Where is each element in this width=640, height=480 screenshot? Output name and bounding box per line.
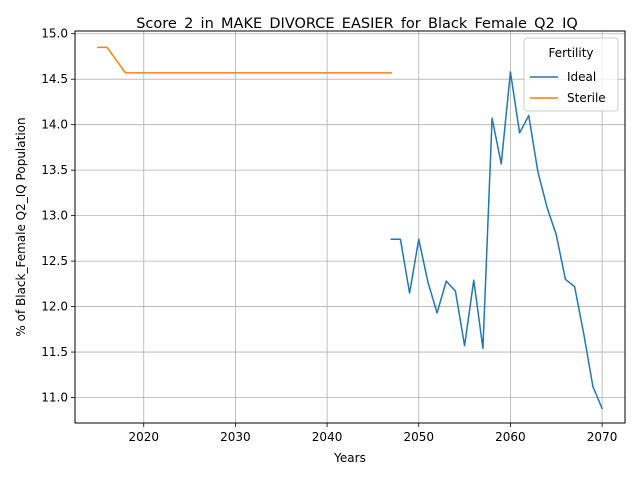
x-tick-label: 2060 xyxy=(495,430,526,444)
x-axis-label: Years xyxy=(333,451,366,465)
legend-box xyxy=(523,37,619,112)
x-tick-label: 2020 xyxy=(128,430,159,444)
y-axis: 11.0 11.5 12.0 12.5 13.0 13.5 14.0 14.5 15.0 xyxy=(41,27,75,405)
y-tick-label: 12.5 xyxy=(41,254,68,268)
x-tick-label: 2030 xyxy=(220,430,251,444)
series-line-ideal xyxy=(390,71,604,410)
y-axis-label: % of Black_Female Q2_IQ Population xyxy=(14,117,28,336)
legend: Fertility Ideal Sterile xyxy=(523,37,619,112)
x-axis: 2020 2030 2040 2050 2060 2070 xyxy=(128,423,617,444)
y-tick-label: 11.0 xyxy=(41,391,68,405)
axes-frame xyxy=(74,30,626,424)
y-tick-label: 11.5 xyxy=(41,345,68,359)
grid-lines xyxy=(75,31,625,423)
y-tick-label: 12.0 xyxy=(41,300,68,314)
y-tick-label: 13.0 xyxy=(41,209,68,223)
x-tick-label: 2040 xyxy=(312,430,343,444)
y-tick-label: 14.0 xyxy=(41,118,68,132)
series-lines xyxy=(97,46,604,410)
y-tick-label: 15.0 xyxy=(41,27,68,41)
legend-title: Fertility xyxy=(548,46,593,60)
chart-title: Score_2_in_MAKE_DIVORCE_EASIER_for_Black… xyxy=(136,16,578,32)
y-tick-label: 14.5 xyxy=(41,72,68,86)
y-tick-label: 13.5 xyxy=(41,163,68,177)
legend-sterile-label: Sterile xyxy=(567,91,606,105)
legend-ideal-label: Ideal xyxy=(567,70,596,84)
x-tick-label: 2070 xyxy=(587,430,618,444)
series-line-sterile xyxy=(97,46,392,74)
x-tick-label: 2050 xyxy=(403,430,434,444)
